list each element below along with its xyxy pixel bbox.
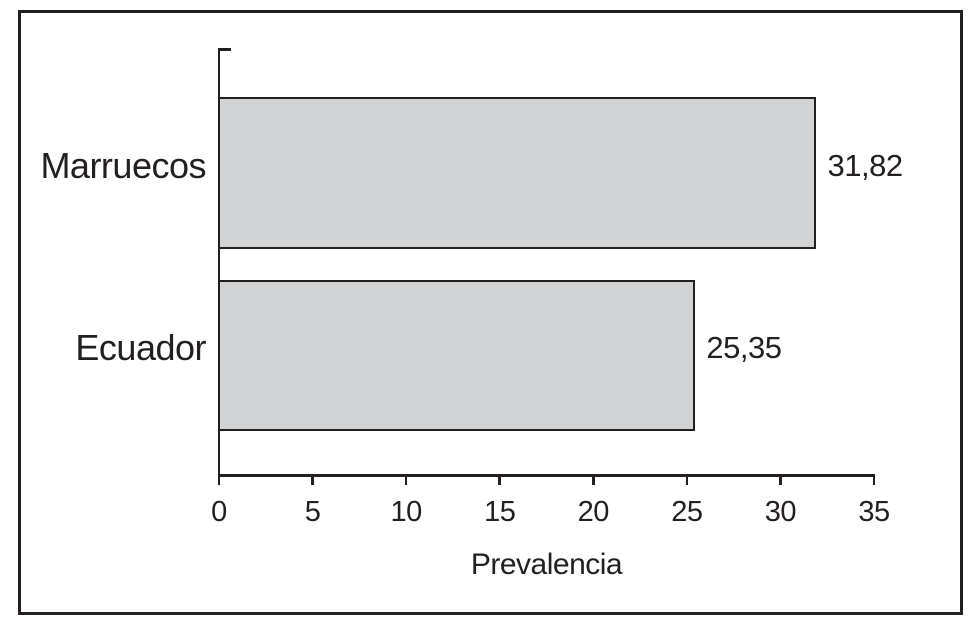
- category-label-marruecos: Marruecos: [40, 144, 206, 186]
- chart-frame: Marruecos Ecuador 31,82 25,35 0 5 10 15 20 25 30…: [17, 9, 963, 615]
- x-tick-15: [498, 476, 501, 485]
- x-tick-label-35: 35: [858, 496, 890, 528]
- value-label-marruecos: 31,82: [827, 147, 903, 183]
- x-tick-5: [311, 476, 314, 485]
- x-tick-label-30: 30: [764, 496, 797, 528]
- x-tick-0: [217, 476, 221, 485]
- x-tick-10: [404, 476, 408, 485]
- x-tick-label-15: 15: [484, 496, 516, 528]
- x-tick-20: [592, 476, 595, 485]
- category-label-ecuador: Ecuador: [75, 327, 206, 368]
- x-tick-label-20: 20: [577, 496, 610, 528]
- x-tick-label-5: 5: [304, 496, 321, 528]
- x-tick-35: [872, 476, 876, 485]
- x-tick-30: [779, 476, 782, 485]
- bar-ecuador: [217, 279, 695, 431]
- x-axis-line: [217, 474, 876, 477]
- x-tick-label-25: 25: [671, 496, 703, 528]
- plot-area: Marruecos Ecuador 31,82 25,35 0 5 10 15 20 25 30…: [40, 48, 903, 581]
- bar-marruecos: [217, 96, 816, 249]
- y-axis-line: [217, 48, 221, 477]
- value-label-ecuador: 25,35: [706, 330, 782, 365]
- y-axis-top-tick: [217, 48, 231, 51]
- x-tick-label-0: 0: [211, 496, 227, 528]
- x-tick-25: [685, 476, 689, 485]
- x-tick-label-10: 10: [390, 496, 423, 528]
- x-axis-title: Prevalencia: [470, 548, 623, 581]
